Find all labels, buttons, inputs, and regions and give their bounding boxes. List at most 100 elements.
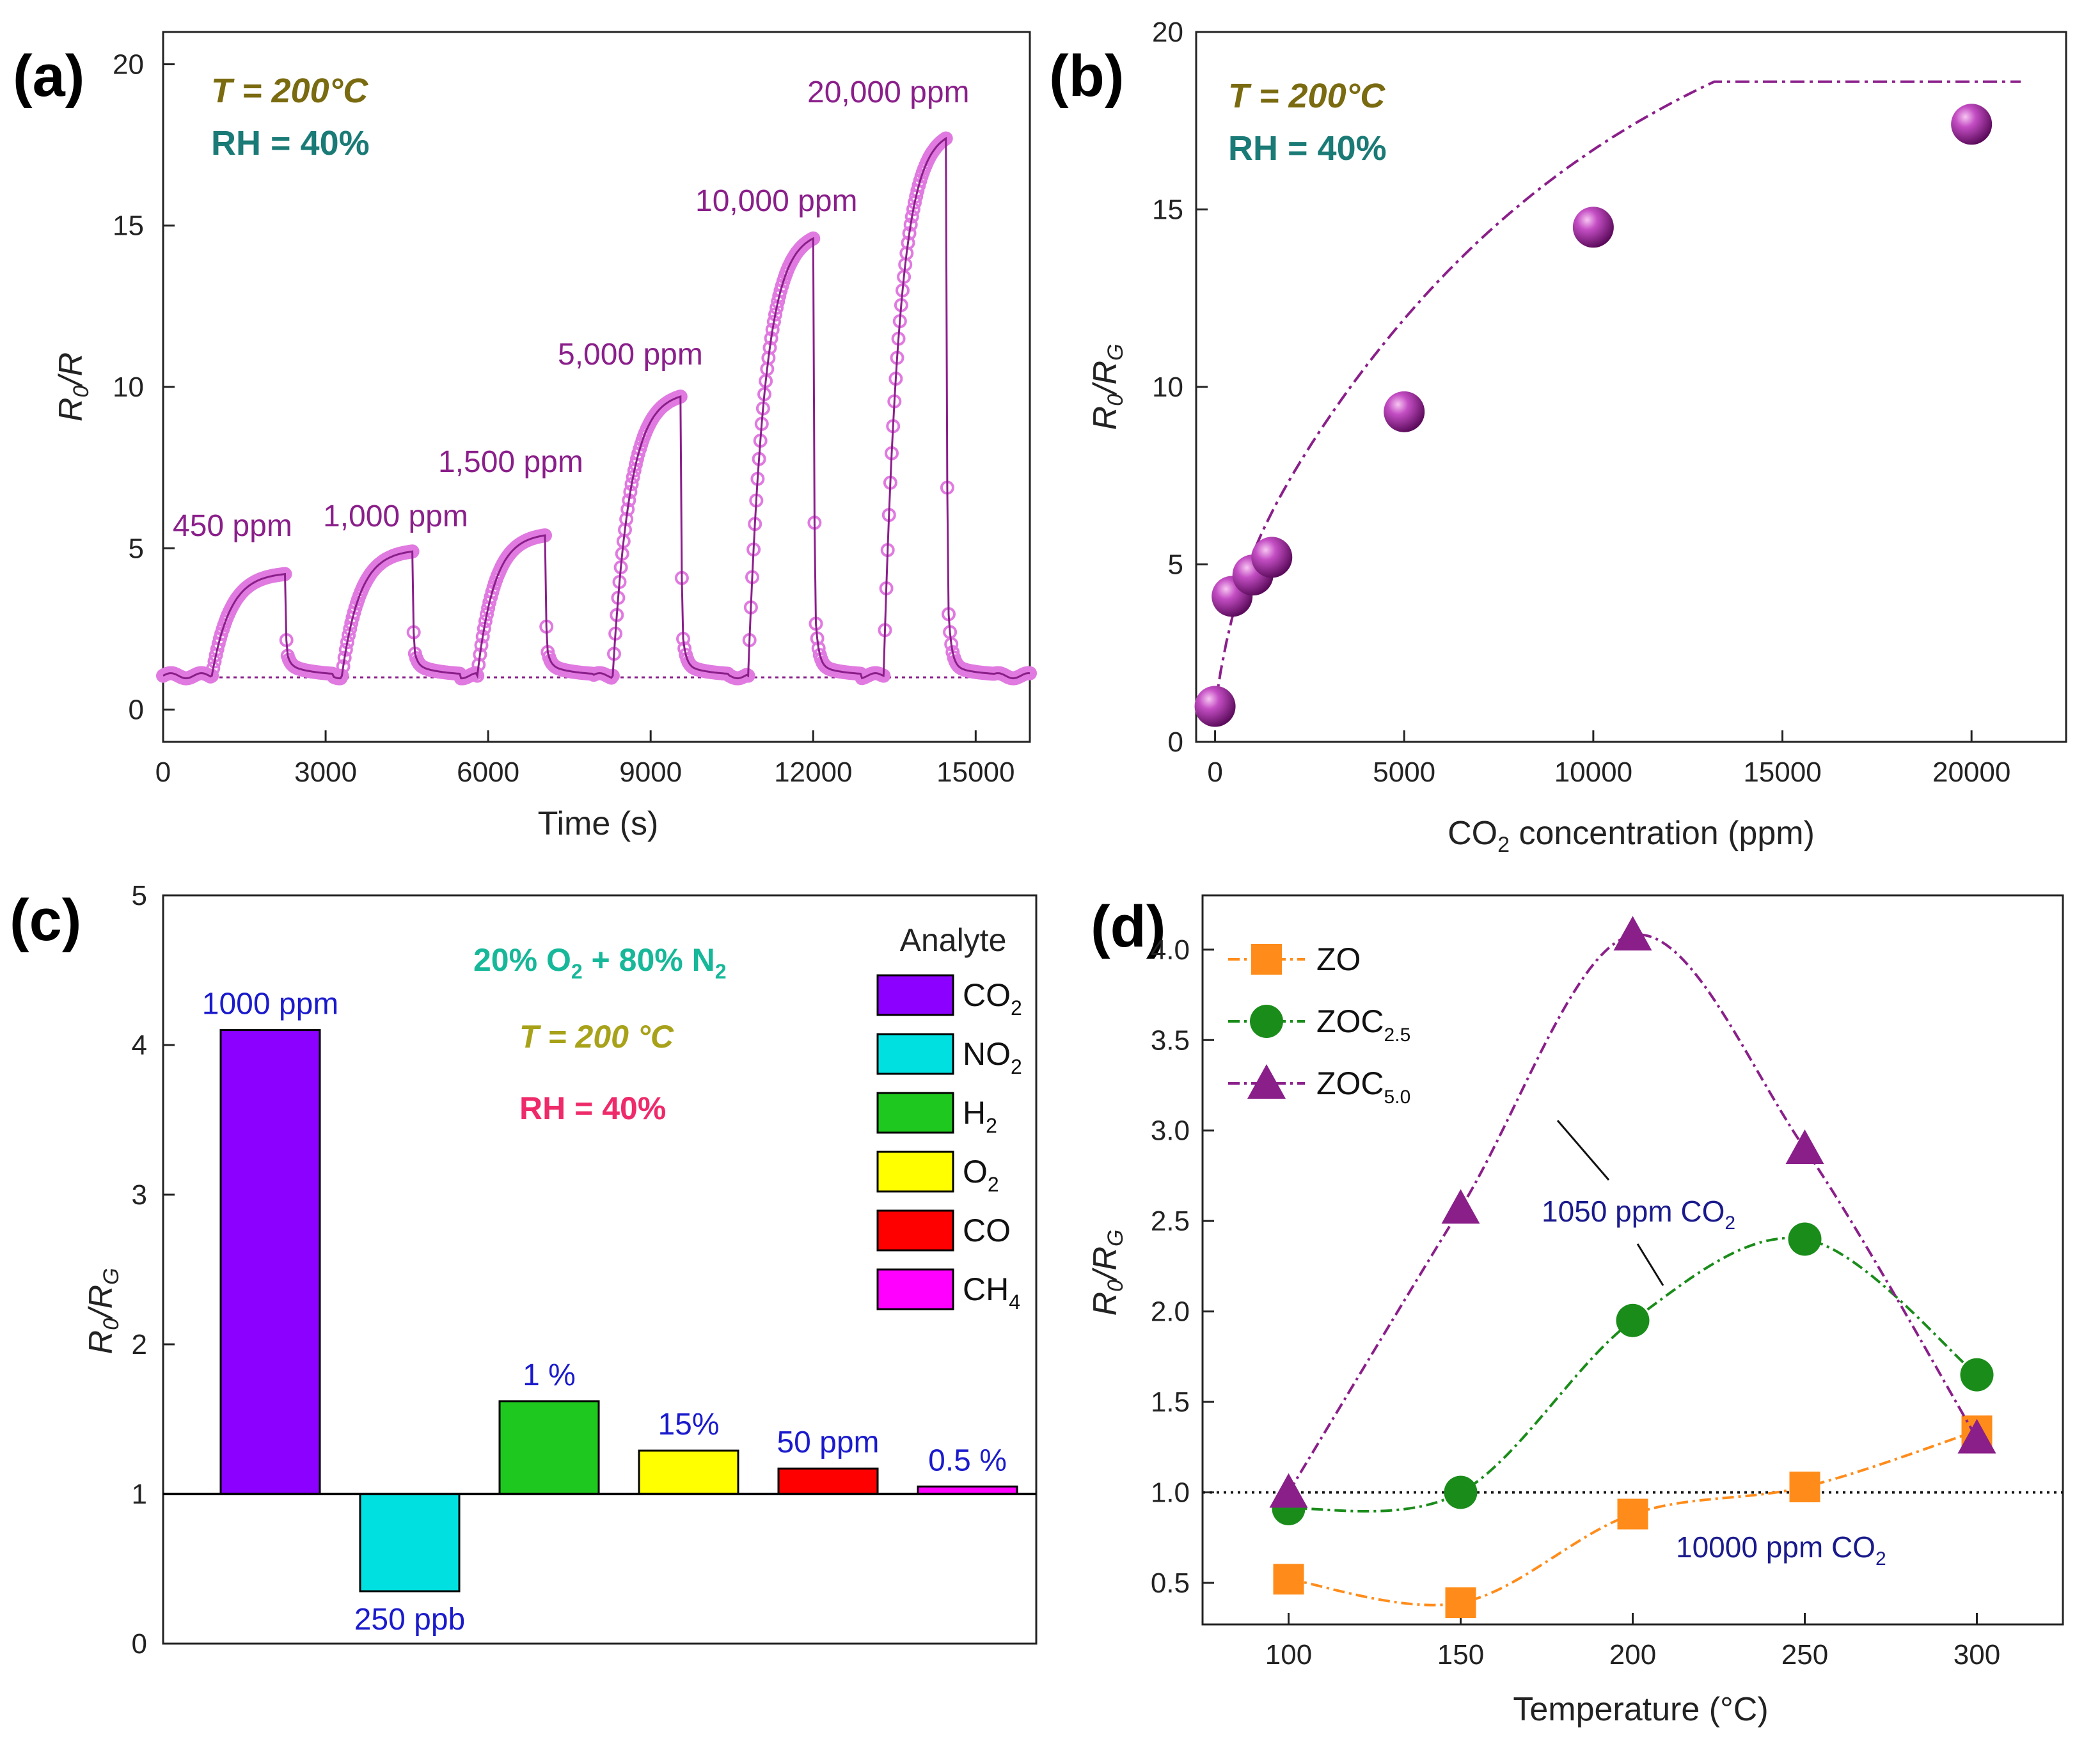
panel-d-marker-triangle <box>1613 916 1652 951</box>
panel-d-ytick-label: 3.5 <box>1151 1025 1190 1056</box>
panel-b-ylabel: R0/RG <box>1087 344 1128 430</box>
panel-d-marker-triangle <box>1785 1129 1824 1165</box>
panel-d-ytick-label: 1.0 <box>1151 1477 1190 1508</box>
panel-a-ytick-label: 10 <box>113 372 144 403</box>
panel-c-ytick-label: 4 <box>132 1030 147 1061</box>
panel-d-ytick-label: 1.5 <box>1151 1387 1190 1418</box>
panel-a-xtick-label: 12000 <box>774 757 852 788</box>
panel-a-marker <box>768 307 782 322</box>
panel-a-pulse-label: 10,000 ppm <box>695 184 858 218</box>
panel-c-legend-swatch <box>876 1033 954 1075</box>
panel-a-pulse-label: 1,500 ppm <box>438 445 583 479</box>
panel-c-legend-swatch <box>876 1209 954 1252</box>
panel-d-leader-1050-b <box>1636 1243 1664 1286</box>
panel-a-label: (a) <box>13 43 84 109</box>
panel-d-axes: 100 150 200 250 300 0.5 1.0 1.5 2.0 2.5 3.0 3.5 4.0 <box>1151 934 2000 1670</box>
panel-d-marker-circle <box>1444 1475 1478 1509</box>
panel-d: (d) 100 150 200 250 300 0.5 1.0 1.5 2.0 2.5 3.0 3.5… <box>1087 894 2064 1728</box>
panel-d-ylabel: R0/RG <box>1087 1230 1128 1316</box>
panel-b-axes: 0 5000 10000 15000 20000 0 5 10 15 20 <box>1152 17 2010 788</box>
panel-c-value-label: 50 ppm <box>777 1426 879 1459</box>
panel-c-value-label: 250 ppb <box>354 1603 466 1637</box>
panel-c-value-label: 1000 ppm <box>202 987 339 1021</box>
panel-a-response-line <box>162 136 1030 680</box>
panel-c-ytick-label: 2 <box>132 1329 147 1360</box>
panel-d-marker-square <box>1445 1587 1476 1619</box>
panel-d-marker-circle <box>1960 1358 1994 1392</box>
panel-c-legend-label: NO2 <box>963 1036 1022 1078</box>
panel-a-marker <box>624 477 639 491</box>
panel-d-marker-square <box>1617 1498 1648 1530</box>
panel-c-cond-gas: 20% O2 + 80% N2 <box>473 942 727 983</box>
panel-b-ytick-label: 10 <box>1152 372 1183 403</box>
panel-a-marker <box>206 661 221 675</box>
panel-b-ytick-label: 15 <box>1152 194 1183 226</box>
panel-b-xlabel: CO2 concentration (ppm) <box>1448 815 1815 857</box>
panel-c-bar <box>638 1449 739 1495</box>
panel-a-ytick-label: 0 <box>129 695 144 726</box>
panel-b-xtick-label: 15000 <box>1743 757 1821 788</box>
panel-a-ytick-label: 20 <box>113 49 144 80</box>
panel-a-marker <box>478 614 493 629</box>
panel-b-ytick-label: 20 <box>1152 17 1183 48</box>
panel-a-ytick-label: 15 <box>113 210 144 242</box>
panel-a-xtick-label: 9000 <box>619 757 682 788</box>
panel-c-legend-swatch <box>876 974 954 1016</box>
panel-b-xtick-label: 20000 <box>1932 757 2010 788</box>
panel-d-series-line <box>1287 933 1978 1493</box>
panel-a-marker <box>906 202 920 217</box>
panel-c-bar <box>498 1400 600 1495</box>
panel-c-legend-label: CH4 <box>963 1271 1020 1314</box>
panel-a-marker <box>626 469 640 484</box>
panel-a-pulse-label: 5,000 ppm <box>558 338 703 372</box>
panel-d-marker-triangle <box>1441 1189 1480 1224</box>
panel-c-legend-title: Analyte <box>900 922 1007 958</box>
panel-d-legend: ZO ZOC2.5 ZOC5.0 <box>1228 941 1410 1108</box>
panel-b-cond-temp: T = 200°C <box>1228 77 1386 115</box>
panel-c-legend-label: H2 <box>963 1095 997 1137</box>
panel-d-annot-1050: 1050 ppm CO2 <box>1542 1195 1735 1234</box>
panel-a-axes: 0 3000 6000 9000 12000 15000 0 5 10 15 20 <box>113 49 1014 788</box>
panel-a-xtick-label: 0 <box>155 757 171 788</box>
panel-d-ytick-label: 4.0 <box>1151 934 1190 966</box>
panel-d-ytick-label: 2.0 <box>1151 1296 1190 1328</box>
panel-d-marker-square <box>1789 1472 1820 1503</box>
panel-c-ylabel: R0/RG <box>83 1268 123 1355</box>
panel-a-marker <box>477 621 491 636</box>
panel-c-cond-rh: RH = 40% <box>519 1090 666 1126</box>
panel-c-bar <box>219 1029 321 1495</box>
panel-a-marker <box>342 628 356 643</box>
panel-c-ytick-label: 1 <box>132 1479 147 1510</box>
panel-d-legend-label: ZOC5.0 <box>1316 1065 1410 1108</box>
panel-a-markers <box>156 131 1037 686</box>
panel-d-marker-circle <box>1250 1005 1283 1038</box>
panel-d-marker-circle <box>1616 1303 1650 1337</box>
panel-a-marker <box>340 635 354 650</box>
panel-d-marker-triangle <box>1247 1064 1286 1099</box>
panel-d-marker-triangle <box>1957 1419 1996 1454</box>
panel-c-legend-swatch <box>876 1092 954 1134</box>
panel-a-marker <box>205 668 219 683</box>
panel-a-marker <box>207 654 222 669</box>
panel-b-xtick-label: 10000 <box>1554 757 1632 788</box>
panel-d-xtick-label: 200 <box>1609 1639 1656 1670</box>
panel-a-xlabel: Time (s) <box>538 805 659 842</box>
panel-b-fit-curve <box>1213 80 2021 707</box>
panel-d-xlabel: Temperature (°C) <box>1513 1691 1768 1728</box>
panel-d-series <box>1269 916 1996 1619</box>
panel-d-annot-10000: 10000 ppm CO2 <box>1676 1530 1886 1569</box>
panel-a: (a) 0 3000 6000 9000 12000 15000 0 5 10 15 20 450 … <box>13 31 1037 842</box>
panel-d-xtick-label: 150 <box>1437 1639 1484 1670</box>
panel-d-ytick-label: 3.0 <box>1151 1115 1190 1147</box>
panel-b-point <box>1194 686 1236 727</box>
panel-b-point <box>1951 104 1993 145</box>
panel-c-bar <box>359 1493 461 1592</box>
panel-c-legend-label: CO2 <box>963 977 1022 1019</box>
panel-c-value-label: 0.5 % <box>928 1443 1007 1477</box>
panel-c-value-labels: 1000 ppm 250 ppb 1 % 15% 50 ppm 0.5 % <box>202 987 1007 1637</box>
panel-c-ytick-label: 5 <box>132 880 147 911</box>
panel-d-marker-square <box>1251 944 1282 975</box>
panel-b-ytick-label: 0 <box>1168 727 1183 758</box>
panel-c-ytick-label: 0 <box>132 1628 147 1660</box>
